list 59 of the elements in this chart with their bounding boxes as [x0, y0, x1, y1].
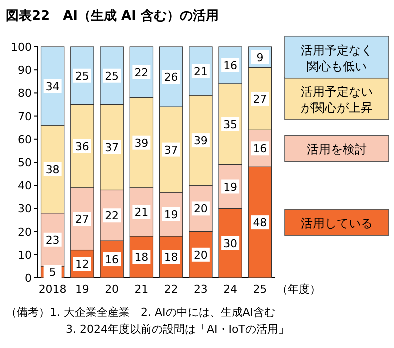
data-label: 12: [75, 258, 90, 272]
data-label: 35: [224, 118, 238, 132]
y-tick-label: 20: [18, 226, 32, 239]
legend-item: 活用を検討: [284, 135, 390, 162]
text: 3. 2024年度以前の設問は「AI・IoTの活用」: [66, 323, 290, 336]
data-label: 18: [164, 251, 178, 264]
text: （備考）1. 大企業全産業 2. AIの中には、生成AI含む: [6, 306, 276, 319]
data-label: 37: [105, 141, 120, 154]
data-label: 19: [224, 180, 238, 194]
data-label: 25: [75, 70, 90, 83]
data-label: 20: [194, 248, 208, 262]
data-label: 30: [224, 237, 238, 250]
data-label: 16: [105, 254, 120, 267]
chart-title: 図表22 AI（生成 AI 含む）の活用: [6, 8, 219, 24]
x-tick-label: 25: [253, 283, 268, 296]
data-label: 37: [164, 144, 178, 157]
legend-item: 活用予定なく関心も低い: [284, 36, 390, 79]
y-tick-label: 70: [18, 110, 32, 124]
data-label: 34: [46, 80, 60, 94]
data-label: 38: [46, 163, 60, 176]
legend-item: 活用予定ないが関心が上昇: [284, 78, 390, 120]
data-label: 27: [253, 92, 268, 106]
data-label: 21: [194, 65, 208, 78]
y-tick-label: 30: [18, 202, 32, 216]
data-label: 19: [164, 208, 178, 222]
data-label: 5: [49, 266, 56, 280]
x-axis-title: （年度）: [277, 283, 321, 296]
y-tick-label: 40: [18, 180, 32, 193]
y-tick-label: 0: [25, 272, 32, 285]
x-tick-label: 20: [105, 283, 120, 296]
data-label: 16: [224, 59, 238, 72]
data-label: 23: [46, 234, 60, 247]
data-label: 20: [194, 202, 208, 216]
data-label: 26: [164, 71, 178, 84]
data-label: 27: [75, 213, 90, 226]
x-tick-label: 19: [75, 283, 90, 296]
data-label: 16: [253, 142, 268, 156]
data-label: 39: [194, 134, 208, 148]
y-tick-label: 60: [18, 133, 32, 146]
data-label: 22: [105, 210, 120, 223]
data-label: 18: [134, 251, 149, 264]
y-tick-label: 50: [18, 156, 32, 170]
data-label: 39: [134, 136, 149, 150]
x-tick-label: 24: [224, 283, 238, 296]
data-label: 9: [256, 51, 264, 64]
y-tick-label: 10: [18, 248, 32, 262]
data-label: 25: [105, 70, 120, 83]
data-label: 22: [134, 66, 149, 80]
y-tick-label: 80: [18, 87, 32, 100]
y-tick-label: 100: [11, 41, 32, 54]
x-tick-label: 23: [194, 283, 208, 296]
x-tick-label: 2018: [38, 283, 67, 296]
data-label: 21: [134, 206, 149, 220]
y-tick-label: 90: [18, 64, 32, 78]
x-tick-label: 21: [134, 283, 149, 296]
data-label: 48: [253, 216, 268, 230]
data-label: 36: [75, 140, 90, 154]
x-tick-label: 22: [164, 283, 178, 296]
legend-item: 活用している: [284, 209, 390, 236]
